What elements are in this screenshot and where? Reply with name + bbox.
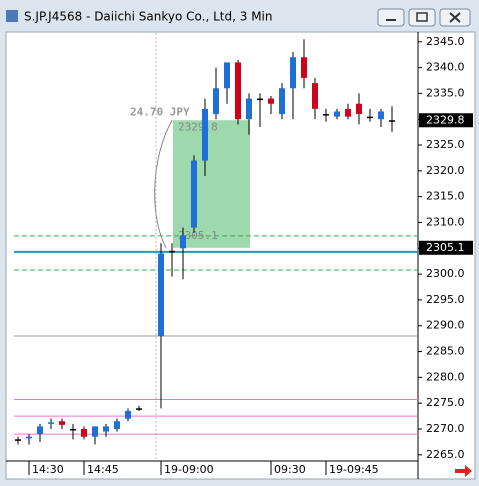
- candle-body: [224, 62, 230, 89]
- plot: 2265.0 2270.0 2275.0 2280.0 2285.0 2290.0 2295…: [14, 35, 473, 476]
- price-tag-label: 2305.1: [426, 241, 465, 254]
- x-tick-label: 09:30: [274, 463, 306, 476]
- candle-body: [202, 108, 208, 161]
- candle-body: [378, 111, 384, 120]
- measure-box: [173, 120, 250, 248]
- y-tick-label: 2295.0: [426, 293, 465, 306]
- measure-from-label: 2305.1: [178, 229, 218, 242]
- price-tag-label: 2329.8: [426, 113, 465, 126]
- close-icon: [449, 12, 461, 23]
- window-icon: [6, 10, 18, 22]
- x-tick-label: 19-09:00: [164, 463, 214, 476]
- maximize-icon: [416, 12, 428, 22]
- measure-label: 24.70 JPY: [130, 105, 190, 118]
- candle-body: [48, 422, 54, 424]
- measure-to-label: 2329.8: [178, 120, 218, 133]
- candle-body: [158, 253, 164, 337]
- y-tick-label: 2275.0: [426, 396, 465, 409]
- y-tick-label: 2325.0: [426, 138, 465, 151]
- window-buttons[interactable]: [377, 8, 471, 27]
- candle-body: [81, 428, 87, 437]
- candle-body: [323, 114, 329, 116]
- candle-body: [290, 57, 296, 89]
- y-tick-label: 2335.0: [426, 86, 465, 99]
- candle-body: [268, 98, 274, 104]
- candle-body: [334, 111, 340, 117]
- y-tick-label: 2290.0: [426, 319, 465, 332]
- candle-body: [345, 108, 351, 117]
- x-tick-label: 19-09:45: [329, 463, 379, 476]
- candle-body: [59, 421, 65, 425]
- candle-body: [367, 116, 373, 119]
- candle-body: [26, 436, 32, 439]
- candle-body: [169, 250, 175, 253]
- candle-body: [70, 428, 76, 431]
- candle-body: [136, 408, 142, 410]
- scroll-arrow[interactable]: [455, 465, 472, 477]
- candle-body: [191, 160, 197, 228]
- candle-body: [246, 98, 252, 120]
- candle-body: [257, 98, 263, 101]
- candle-body: [213, 88, 219, 115]
- candle-body: [114, 421, 120, 429]
- x-tick-label: 14:30: [32, 463, 64, 476]
- y-tick-label: 2340.0: [426, 61, 465, 74]
- candle-body: [103, 426, 109, 432]
- y-tick-label: 2265.0: [426, 448, 465, 461]
- window-title: S.JP.J4568 - Daiichi Sankyo Co., Ltd, 3 …: [24, 10, 273, 24]
- candle-body: [301, 57, 307, 78]
- y-tick-label: 2300.0: [426, 267, 465, 280]
- candle-body: [92, 426, 98, 437]
- y-tick-label: 2270.0: [426, 422, 465, 435]
- y-tick-label: 2280.0: [426, 370, 465, 383]
- price-tag: [419, 240, 473, 255]
- y-tick-label: 2345.0: [426, 35, 465, 48]
- candle-body: [356, 103, 362, 115]
- candle-body: [279, 88, 285, 115]
- price-tag: [419, 113, 473, 128]
- candle-body: [235, 62, 241, 120]
- y-tick-label: 2315.0: [426, 190, 465, 203]
- candle-body: [15, 439, 21, 441]
- maximize-button[interactable]: [408, 8, 436, 27]
- x-tick-label: 14:45: [87, 463, 119, 476]
- candle-body: [312, 83, 318, 109]
- y-tick-label: 2310.0: [426, 215, 465, 228]
- y-tick-label: 2320.0: [426, 164, 465, 177]
- measure-arc: [154, 120, 173, 249]
- candle-body: [180, 235, 186, 249]
- y-tick-label: 2285.0: [426, 345, 465, 358]
- minimize-button[interactable]: [377, 8, 405, 27]
- candle-body: [389, 120, 395, 122]
- candle-body: [37, 426, 43, 435]
- candle-body: [125, 410, 131, 419]
